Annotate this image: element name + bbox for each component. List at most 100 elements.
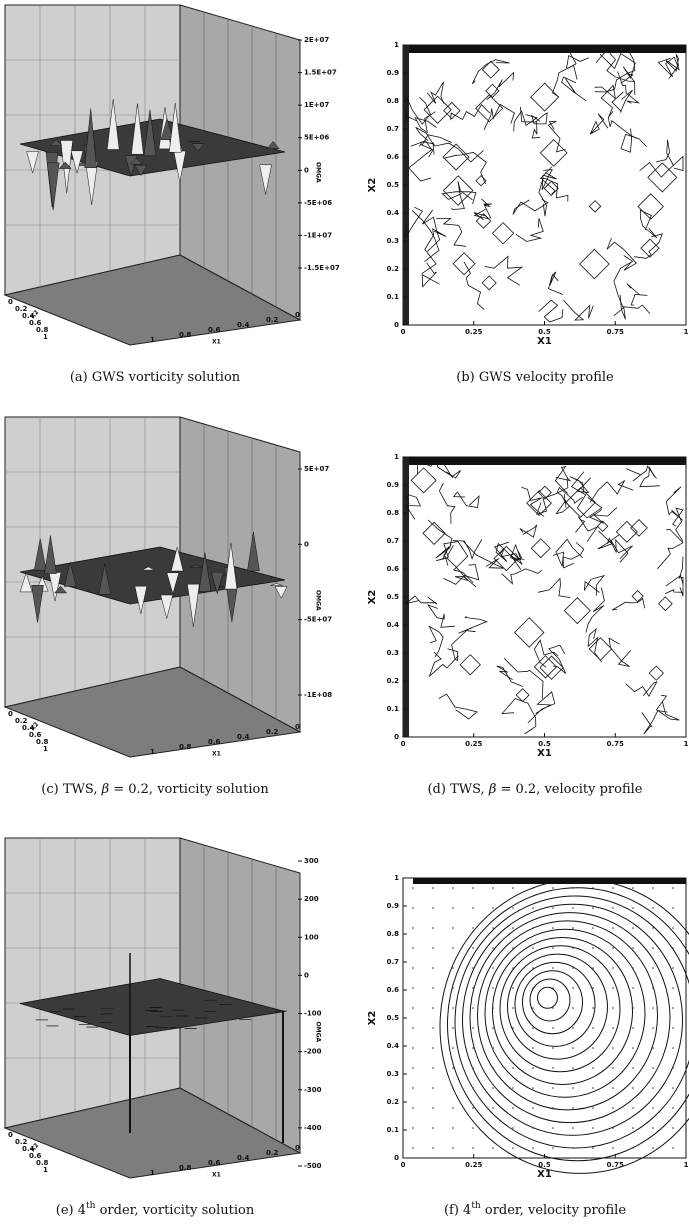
vector-dot — [652, 1007, 654, 1009]
vector-dot — [412, 927, 414, 929]
x-tick-label: 0 — [401, 1161, 406, 1169]
caption: (f) 4th order, velocity profile — [444, 1201, 626, 1218]
vector-dot — [672, 1067, 674, 1069]
vector-dot — [672, 1127, 674, 1129]
vector-dot — [652, 907, 654, 909]
vector-dot — [672, 947, 674, 949]
y-tick-label: 0.9 — [387, 902, 400, 910]
vector-dot — [592, 907, 594, 909]
vector-dot — [612, 947, 614, 949]
vector-dot — [572, 1007, 574, 1009]
vector-dot — [532, 1107, 534, 1109]
x1-tick-label: 0.4 — [237, 321, 250, 329]
vector-dot — [432, 987, 434, 989]
z-tick-label: -300 — [304, 1086, 322, 1094]
x-axis-label: X1 — [537, 336, 552, 347]
vector-dot — [632, 1107, 634, 1109]
vector-dot — [432, 967, 434, 969]
z-tick-label: -1E+08 — [304, 691, 332, 699]
vector-dot — [592, 1007, 594, 1009]
caption-part: th — [471, 1201, 481, 1211]
x-tick-label: 0.75 — [607, 328, 624, 336]
vector-dot — [632, 887, 634, 889]
vector-dot — [552, 927, 554, 929]
y-tick-label: 0.5 — [387, 1014, 400, 1022]
z-tick-label: -5E+07 — [304, 616, 332, 624]
vector-dot — [672, 1027, 674, 1029]
vector-dot — [572, 1107, 574, 1109]
y-tick-label: 0.1 — [387, 705, 400, 713]
y-tick-label: 0.8 — [387, 509, 400, 517]
y-axis-label: X2 — [367, 1011, 378, 1026]
vector-dot — [532, 1007, 534, 1009]
x2-tick-label: 1 — [43, 333, 48, 341]
vector-dot — [592, 1087, 594, 1089]
z-tick-label: 1.5E+07 — [304, 69, 337, 77]
vector-dot — [612, 1127, 614, 1129]
y-tick-label: 0.4 — [387, 209, 400, 217]
vector-dot — [652, 1127, 654, 1129]
z-tick-label: 100 — [304, 933, 319, 941]
vector-dot — [552, 1007, 554, 1009]
vector-dot — [532, 927, 534, 929]
y-axis-label: X2 — [367, 590, 378, 605]
vector-dot — [672, 967, 674, 969]
vector-dot — [552, 907, 554, 909]
page: 2E+071.5E+071E+075E+060-5E+06-1E+07-1.5E… — [0, 0, 689, 1228]
vector-dot — [472, 1147, 474, 1149]
vector-dot — [412, 887, 414, 889]
vector-dot — [572, 927, 574, 929]
vector-dot — [572, 1027, 574, 1029]
caption-part: (c) TWS, — [41, 782, 101, 797]
vector-dot — [632, 1087, 634, 1089]
vector-dot — [432, 887, 434, 889]
vector-dot — [672, 887, 674, 889]
vector-dot — [552, 1087, 554, 1089]
x-tick-label: 0.5 — [538, 740, 551, 748]
wall-band — [403, 45, 686, 53]
vector-dot — [672, 1047, 674, 1049]
vector-dot — [592, 927, 594, 929]
vector-dot — [432, 907, 434, 909]
vector-dot — [532, 947, 534, 949]
x1-tick-label: 0.6 — [208, 1159, 221, 1167]
caption-part: (b) GWS velocity profile — [456, 370, 614, 385]
vector-dot — [532, 1087, 534, 1089]
vector-dot — [632, 1067, 634, 1069]
vector-dot — [572, 987, 574, 989]
vector-dot — [412, 947, 414, 949]
z-tick-label: -5E+06 — [304, 199, 332, 207]
vector-dot — [672, 927, 674, 929]
vector-dot — [572, 1147, 574, 1149]
y-tick-label: 0.2 — [387, 265, 400, 273]
vector-dot — [672, 1087, 674, 1089]
y-tick-label: 0 — [394, 1154, 399, 1162]
y-tick-label: 0.5 — [387, 593, 400, 601]
vector-dot — [472, 1127, 474, 1129]
x-tick-label: 1 — [684, 1161, 689, 1169]
vector-dot — [552, 1107, 554, 1109]
vector-dot — [532, 1047, 534, 1049]
vector-dot — [612, 1047, 614, 1049]
vector-dot — [452, 1027, 454, 1029]
caption-part: = 0.2, velocity profile — [496, 782, 642, 797]
z-tick-label: -500 — [304, 1162, 322, 1170]
vector-dot — [552, 1047, 554, 1049]
z-tick-label: -100 — [304, 1010, 322, 1018]
caption: (c) TWS, β = 0.2, vorticity solution — [41, 782, 269, 797]
vector-dot — [472, 907, 474, 909]
vector-dot — [412, 1127, 414, 1129]
x-axis-label: X1 — [537, 748, 552, 759]
vector-dot — [672, 907, 674, 909]
vector-dot — [552, 987, 554, 989]
vector-dot — [452, 1127, 454, 1129]
vector-dot — [612, 1007, 614, 1009]
vector-dot — [592, 1067, 594, 1069]
y-axis-label: X2 — [367, 178, 378, 193]
vector-dot — [652, 1147, 654, 1149]
vector-dot — [432, 947, 434, 949]
vector-dot — [652, 987, 654, 989]
vector-dot — [532, 907, 534, 909]
vector-dot — [472, 1047, 474, 1049]
x-tick-label: 0 — [401, 740, 406, 748]
